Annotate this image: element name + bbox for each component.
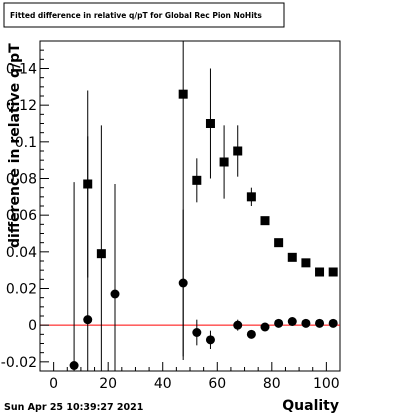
y-tick-label: 0.08 (6, 172, 37, 188)
title-box: Fitted difference in relative q/pT for G… (3, 2, 285, 28)
square-marker (205, 119, 215, 128)
circle-marker (246, 329, 256, 339)
y-tick-label: 0.04 (6, 245, 37, 261)
x-tick-label: 100 (313, 376, 340, 392)
x-axis-title: Quality (282, 398, 339, 414)
circle-marker (260, 322, 270, 332)
y-tick-label: 0.12 (6, 98, 37, 114)
y-tick-label: 0 (28, 318, 37, 334)
circle-marker (178, 278, 188, 288)
square-marker (219, 157, 229, 167)
square-marker (328, 267, 338, 277)
data-markers (69, 89, 338, 370)
x-tick-label: 20 (99, 376, 117, 392)
x-tick-label: 60 (208, 376, 226, 392)
circle-marker (301, 318, 311, 328)
y-tick-label: 0.14 (6, 62, 37, 78)
circle-marker (83, 315, 93, 325)
y-tick-label: 0.02 (6, 282, 37, 298)
square-marker (287, 252, 297, 262)
square-marker (274, 238, 284, 248)
circle-marker (192, 328, 202, 337)
chart-title: Fitted difference in relative q/pT for G… (10, 11, 262, 20)
x-tick-label: 0 (49, 376, 58, 392)
x-tick-label: 40 (154, 376, 172, 392)
square-marker (192, 175, 202, 185)
circle-marker (287, 317, 297, 326)
square-marker (83, 179, 93, 189)
square-marker (260, 216, 270, 226)
square-marker (96, 249, 106, 259)
circle-marker (205, 335, 215, 345)
y-axis-title: difference in relative q/pT (7, 43, 23, 248)
timestamp: Sun Apr 25 10:39:27 2021 (4, 402, 143, 413)
square-marker (315, 267, 325, 277)
x-tick-label: 80 (263, 376, 281, 392)
circle-marker (110, 289, 120, 299)
y-tick-label: 0.06 (6, 208, 37, 224)
circle-marker (315, 318, 325, 328)
square-marker (246, 192, 256, 202)
square-marker (301, 258, 311, 268)
circle-marker (69, 361, 79, 370)
y-tick-label: 0.1 (15, 135, 37, 151)
y-tick-label: -0.02 (1, 355, 37, 371)
tick-labels: 0 20 40 60 80 100 -0.02 0 0.02 0.04 0.06 0.08 0.1 0.1… (1, 62, 340, 393)
circle-marker (274, 318, 284, 328)
circle-marker (233, 320, 243, 330)
axis-ticks (40, 49, 327, 372)
square-marker (178, 89, 188, 99)
circle-marker (328, 318, 338, 328)
square-marker (233, 146, 243, 156)
